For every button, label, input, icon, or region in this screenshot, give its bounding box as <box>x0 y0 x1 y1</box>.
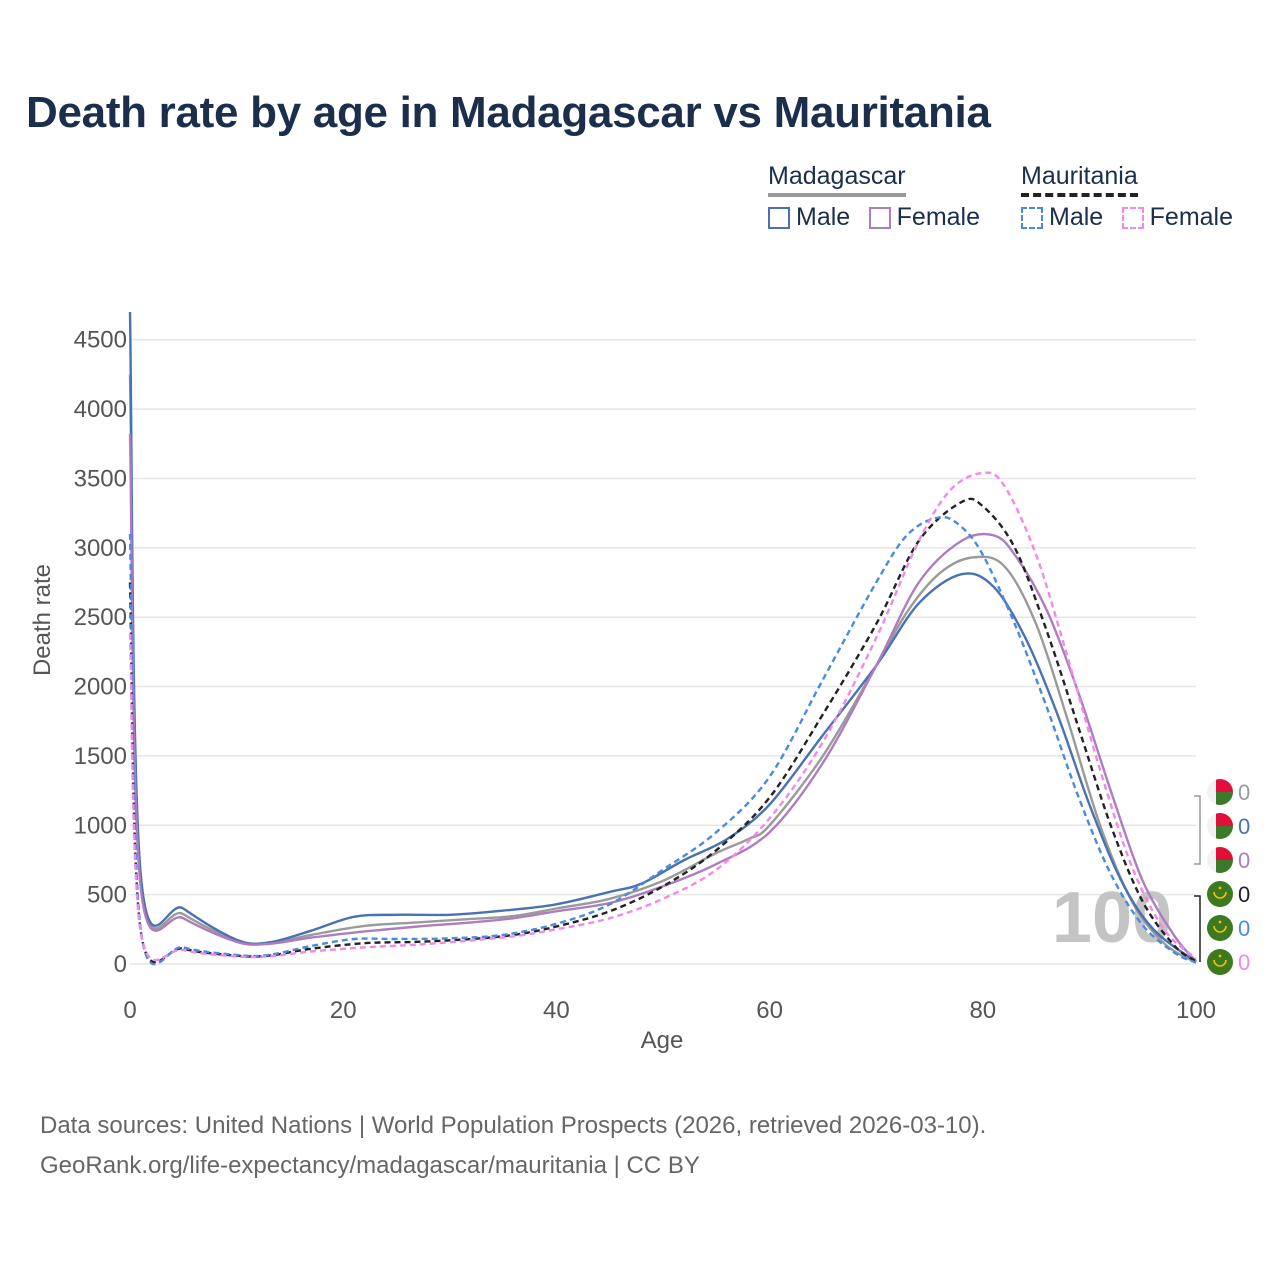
y-tick-label-1000: 1000 <box>74 812 127 839</box>
y-axis-label: Death rate <box>29 564 56 676</box>
series-lines <box>128 311 1197 966</box>
footer: Data sources: United Nations | World Pop… <box>40 1106 986 1186</box>
end-label-bracket-mauritania <box>1194 895 1201 962</box>
legend-group-madagascar[interactable]: Madagascar Male Female <box>768 162 994 234</box>
end-label-value: 0 <box>1238 916 1250 941</box>
legend-item-mauritania-male[interactable]: Male <box>1021 203 1103 232</box>
x-axis-label: Age <box>641 1027 684 1054</box>
x-tick-label-20: 20 <box>330 997 357 1024</box>
x-tick-label-80: 80 <box>969 997 996 1024</box>
y-tick-label-4500: 4500 <box>74 327 127 354</box>
end-label-value: 0 <box>1238 780 1250 805</box>
end-label-value: 0 <box>1238 950 1250 975</box>
mauritania-flag-icon <box>1207 949 1233 975</box>
legend-swatch-madagascar-male <box>768 206 790 229</box>
series-line-mauritania-male[interactable] <box>128 515 1197 966</box>
y-tick-label-500: 500 <box>87 882 127 909</box>
y-tick-label-2500: 2500 <box>74 604 127 631</box>
legend-group-title-madagascar: Madagascar <box>768 162 906 197</box>
mauritania-flag-icon <box>1207 881 1233 907</box>
legend-item-madagascar-female[interactable]: Female <box>868 203 981 232</box>
y-tick-label-3000: 3000 <box>74 535 127 562</box>
grid-lines <box>130 338 1196 965</box>
madagascar-flag-icon <box>1207 813 1233 839</box>
legend-label-mauritania-male: Male <box>1049 203 1104 231</box>
end-label-value: 0 <box>1238 848 1250 873</box>
footer-sources: Data sources: United Nations | World Pop… <box>40 1112 987 1139</box>
series-line-mauritania-female[interactable] <box>128 471 1197 962</box>
legend-label-madagascar-female: Female <box>896 203 981 231</box>
series-line-madagascar-female[interactable] <box>128 434 1197 963</box>
end-labels: 0 0 0 0 0 0 <box>1194 779 1250 975</box>
series-line-mauritania-total[interactable] <box>128 497 1197 964</box>
legend-swatch-mauritania-female <box>1121 206 1144 229</box>
y-tick-label-0: 0 <box>114 951 127 978</box>
y-tick-label-1500: 1500 <box>74 743 127 770</box>
x-axis-ticks: 0 20 40 60 80 100 <box>123 997 1216 1024</box>
x-tick-label-40: 40 <box>543 997 570 1024</box>
legend-label-madagascar-male: Male <box>796 203 851 231</box>
legend-swatch-mauritania-male <box>1021 206 1043 229</box>
y-tick-label-3500: 3500 <box>74 465 127 492</box>
end-label-value: 0 <box>1238 882 1250 907</box>
series-line-madagascar-male[interactable] <box>128 311 1197 963</box>
x-tick-label-0: 0 <box>123 997 136 1024</box>
end-label-value: 0 <box>1238 814 1250 839</box>
x-tick-label-60: 60 <box>756 997 783 1024</box>
end-label-bracket-madagascar <box>1194 795 1201 865</box>
legend-group-mauritania[interactable]: Mauritania Male Female <box>1021 162 1247 234</box>
y-tick-label-4000: 4000 <box>74 396 127 423</box>
legend-group-title-mauritania: Mauritania <box>1021 162 1138 197</box>
x-tick-label-100: 100 <box>1176 997 1216 1024</box>
legend-swatch-madagascar-female <box>868 206 891 229</box>
legend-item-mauritania-female[interactable]: Female <box>1121 203 1234 232</box>
y-axis-ticks: 0 500 1000 1500 2000 2500 3000 3500 4000 4500 <box>74 327 127 978</box>
legend-item-madagascar-male[interactable]: Male <box>768 203 850 232</box>
y-tick-label-2000: 2000 <box>74 674 127 701</box>
year-watermark: 100 <box>1052 878 1172 958</box>
madagascar-flag-icon <box>1207 847 1233 873</box>
footer-link[interactable]: GeoRank.org/life-expectancy/madagascar/m… <box>40 1152 700 1179</box>
madagascar-flag-icon <box>1207 779 1233 805</box>
mauritania-flag-icon <box>1207 915 1233 941</box>
legend-label-mauritania-female: Female <box>1149 203 1234 231</box>
series-line-madagascar-total[interactable] <box>128 374 1197 964</box>
chart-title: Death rate by age in Madagascar vs Mauri… <box>26 88 991 137</box>
